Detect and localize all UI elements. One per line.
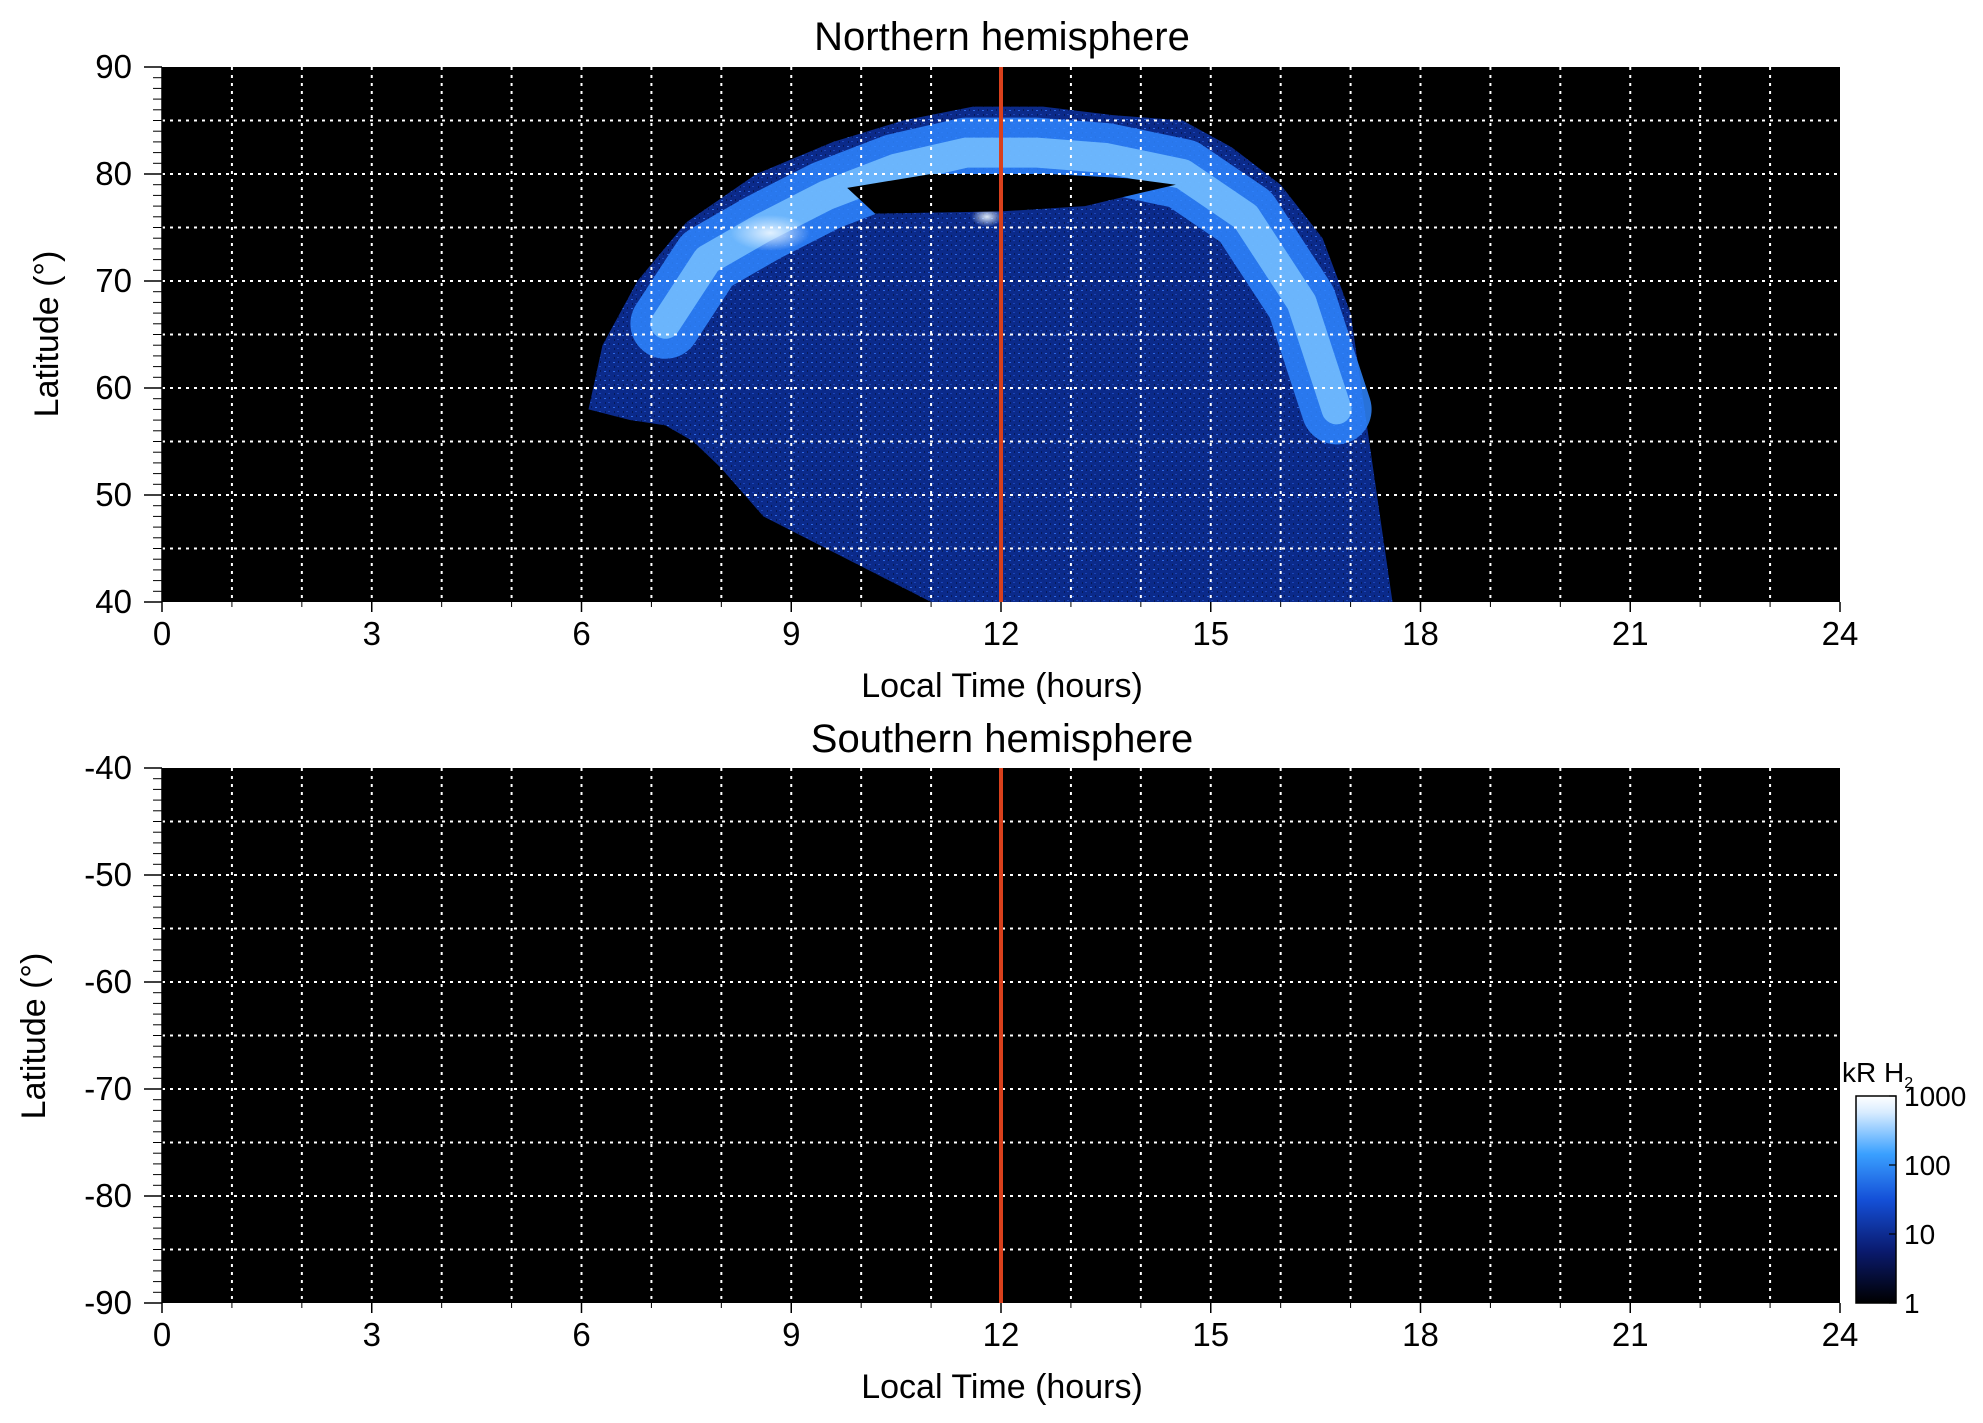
x-tick-label: 18 [1402,1316,1439,1353]
x-tick-label: 24 [1822,1316,1859,1353]
colorbar-gradient [1855,1095,1897,1304]
north-panel: 0 3 6 9 12 15 18 21 24 40 50 60 70 80 90 [95,48,1858,652]
x-tick-label: 6 [572,615,590,652]
colorbar-label-main: kR H [1842,1057,1904,1088]
x-tick-label: 15 [1192,1316,1229,1353]
y-tick-label: 60 [95,369,132,406]
y-tick-label: 90 [95,48,132,85]
x-tick-label: 3 [363,615,381,652]
colorbar-tick-label: 1 [1904,1288,1920,1319]
x-tick-label: 12 [983,1316,1020,1353]
colorbar-label-sub: 2 [1904,1075,1913,1092]
y-tick-label: -80 [84,1177,132,1214]
y-tick-label: -90 [84,1284,132,1321]
colorbar: kR H2 1000 100 10 1 [1842,1057,1966,1319]
x-tick-label: 9 [782,1316,800,1353]
x-tick-label: 15 [1192,615,1229,652]
x-tick-label: 18 [1402,615,1439,652]
colorbar-tick-label: 10 [1904,1219,1935,1250]
south-xlabel: Local Time (hours) [861,1368,1143,1406]
aurora-data-gap [847,174,1176,214]
x-tick-label: 21 [1612,615,1649,652]
colorbar-label: kR H2 [1842,1057,1913,1092]
north-xlabel: Local Time (hours) [861,667,1143,705]
x-tick-label: 0 [153,1316,171,1353]
colorbar-tick-label: 1000 [1904,1081,1966,1112]
x-tick-label: 24 [1822,615,1859,652]
y-tick-label: -70 [84,1070,132,1107]
south-axes: 0 3 6 9 12 15 18 21 24 -40 -50 -60 -70 -80 -90 [84,749,1858,1353]
north-axes: 0 3 6 9 12 15 18 21 24 40 50 60 70 80 90 [95,48,1858,652]
y-tick-label: 40 [95,583,132,620]
north-title: Northern hemisphere [814,15,1190,59]
south-ylabel: Latitude (°) [15,953,53,1120]
aurora-bright-spot [730,214,811,251]
x-tick-label: 9 [782,615,800,652]
x-tick-label: 6 [572,1316,590,1353]
x-tick-label: 0 [153,615,171,652]
y-tick-label: 80 [95,155,132,192]
colorbar-tick-label: 100 [1904,1150,1951,1181]
north-ylabel: Latitude (°) [28,251,66,418]
south-panel: 0 3 6 9 12 15 18 21 24 -40 -50 -60 -70 -80 -90 [84,749,1858,1353]
y-tick-label: 50 [95,476,132,513]
south-title: Southern hemisphere [811,717,1193,761]
y-tick-label: -60 [84,963,132,1000]
north-grid [162,67,1840,602]
y-tick-label: -40 [84,749,132,786]
x-tick-label: 3 [363,1316,381,1353]
y-tick-label: -50 [84,856,132,893]
colorbar-ticks: 1000 100 10 1 [1889,1081,1966,1319]
aurora-noon-spot [971,206,1004,227]
y-tick-label: 70 [95,262,132,299]
x-tick-label: 12 [983,615,1020,652]
x-tick-label: 21 [1612,1316,1649,1353]
